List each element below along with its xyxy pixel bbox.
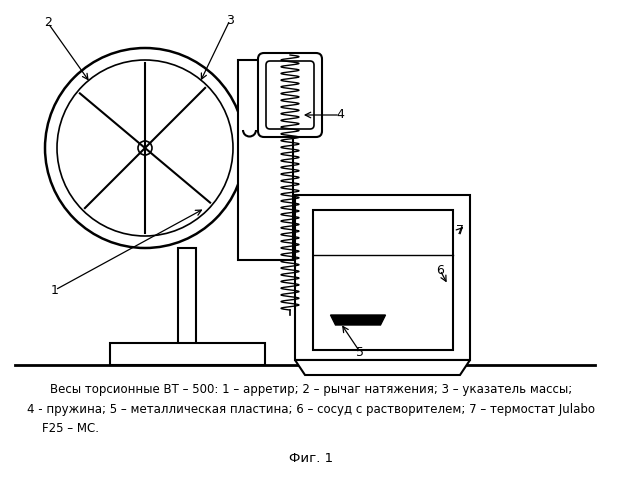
Circle shape (45, 48, 245, 248)
Text: 3: 3 (226, 14, 234, 26)
Text: 6: 6 (436, 264, 444, 276)
FancyBboxPatch shape (258, 53, 322, 137)
Circle shape (138, 141, 152, 155)
Text: 1: 1 (51, 284, 59, 296)
Bar (110, 343, 265, 365)
Text: 4 - пружина; 5 – металлическая пластина; 6 – сосуд с растворителем; 7 – термоста: 4 - пружина; 5 – металлическая пластина;… (27, 404, 595, 416)
Polygon shape (295, 360, 470, 375)
Polygon shape (330, 315, 386, 325)
Text: 4: 4 (336, 108, 344, 122)
Text: Весы торсионные ВТ – 500: 1 – арретир; 2 – рычаг натяжения; 3 – указатель массы;: Весы торсионные ВТ – 500: 1 – арретир; 2… (50, 384, 572, 396)
Text: 7: 7 (456, 224, 464, 236)
Circle shape (57, 60, 233, 236)
Bar (238, 60, 293, 260)
Text: Фиг. 1: Фиг. 1 (289, 452, 333, 464)
FancyBboxPatch shape (266, 61, 314, 129)
Bar (178, 248, 196, 353)
Bar (295, 195, 470, 360)
Text: 5: 5 (356, 346, 364, 358)
Bar (313, 210, 453, 350)
Text: 2: 2 (44, 16, 52, 30)
Text: F25 – МС.: F25 – МС. (42, 422, 98, 434)
